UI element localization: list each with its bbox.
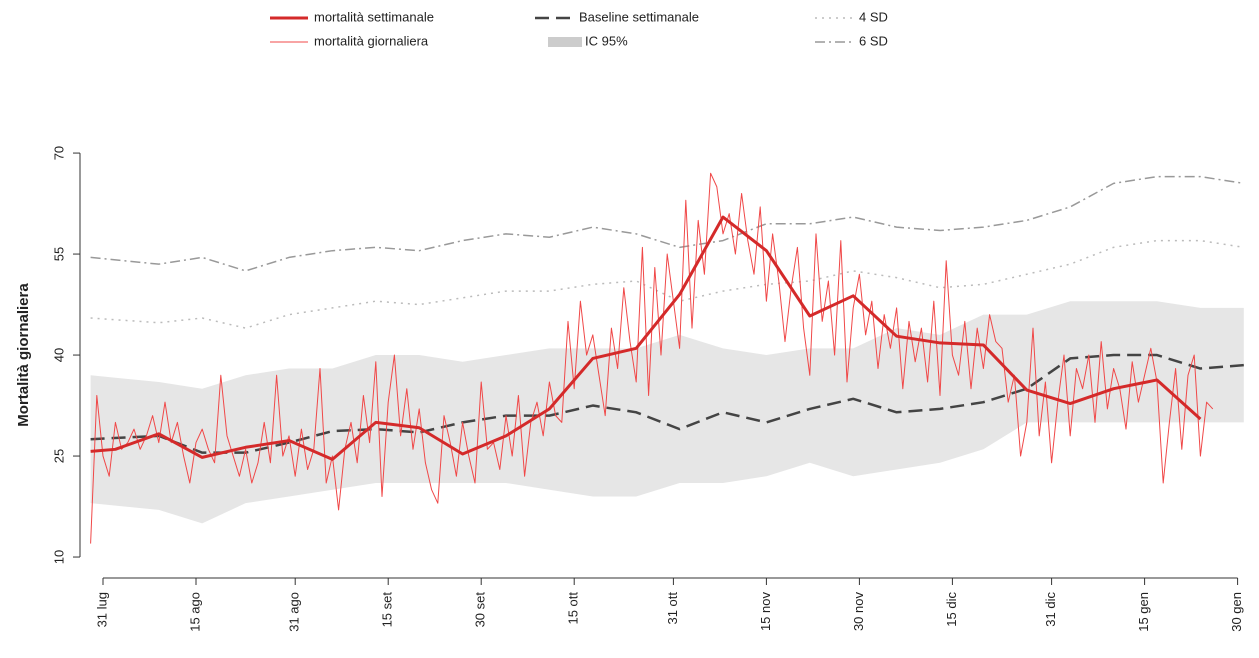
legend-label: IC 95% — [585, 33, 628, 48]
y-axis-label: Mortalità giornaliera — [15, 283, 32, 427]
y-tick-label: 40 — [51, 348, 66, 362]
x-tick-label: 15 set — [380, 592, 395, 628]
legend-label: 6 SD — [859, 33, 888, 48]
legend-swatch — [548, 37, 582, 47]
x-tick-label: 15 ago — [187, 592, 202, 632]
y-tick-label: 55 — [51, 247, 66, 261]
x-tick-label: 31 ott — [665, 592, 680, 625]
legend-label: mortalità giornaliera — [314, 33, 429, 48]
legend-label: mortalità settimanale — [314, 9, 434, 24]
y-tick-label: 10 — [51, 550, 66, 564]
x-tick-label: 30 gen — [1229, 592, 1244, 632]
series-line — [90, 215, 1202, 461]
x-tick-label: 30 nov — [851, 592, 866, 632]
x-tick-label: 30 set — [473, 592, 488, 628]
x-tick-label: 31 dic — [1043, 592, 1058, 627]
legend-label: Baseline settimanale — [579, 9, 699, 24]
confidence-band — [90, 301, 1244, 524]
x-tick-label: 31 lug — [94, 592, 109, 627]
y-tick-label: 25 — [51, 449, 66, 463]
y-tick-label: 70 — [51, 146, 66, 160]
x-tick-label: 15 gen — [1136, 592, 1151, 632]
series-line — [90, 175, 1244, 272]
series-line — [90, 172, 1214, 544]
x-tick-label: 31 ago — [287, 592, 302, 632]
series-line — [90, 353, 1244, 454]
legend-label: 4 SD — [859, 9, 888, 24]
x-tick-label: 15 ott — [566, 592, 581, 625]
x-tick-label: 15 nov — [758, 592, 773, 632]
x-tick-label: 15 dic — [944, 592, 959, 627]
